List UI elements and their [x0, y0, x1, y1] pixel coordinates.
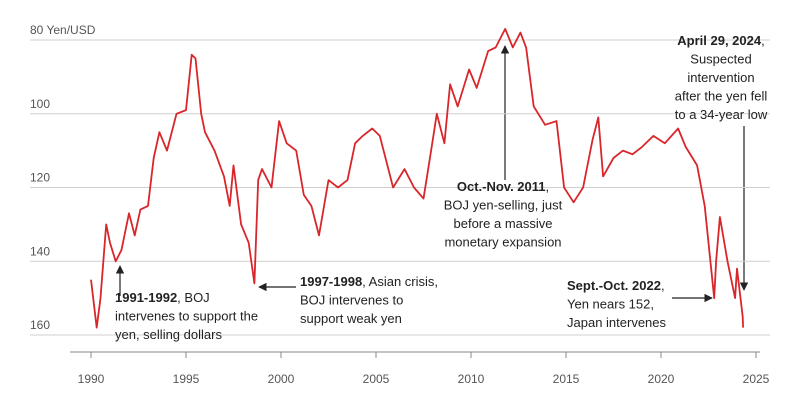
x-tick-label: 1990	[78, 372, 105, 386]
y-tick-label: 100	[30, 97, 50, 111]
annotation-arrows	[115, 45, 749, 303]
y-tick-label: 140	[30, 244, 50, 258]
annotation-line: BOJ intervenes to	[300, 293, 403, 308]
y-tick-label: 120	[30, 171, 50, 185]
annotation: 1997-1998, Asian crisis,	[300, 274, 438, 289]
annotation-bold: 1991-1992	[115, 290, 177, 305]
annotation-line: after the yen fell	[675, 89, 768, 104]
grid: 80 Yen/USD 100 120 140 160 1990 1995 2000 2005 20…	[30, 23, 770, 386]
annotation-line: intervenes to support the	[115, 309, 258, 324]
annotation-line: BOJ yen-selling, just	[444, 198, 563, 213]
annotation-text: , BOJ	[177, 290, 210, 305]
annotation-line: intervention	[687, 70, 754, 85]
x-tick-label: 2010	[458, 372, 485, 386]
x-tick-label: 1995	[173, 372, 200, 386]
y-tick-label: 80 Yen/USD	[30, 23, 96, 37]
annotation-text: ,	[546, 179, 550, 194]
x-tick-label: 2020	[648, 372, 675, 386]
annotation-bold: April 29, 2024	[677, 33, 762, 48]
annotation-text: ,	[761, 33, 765, 48]
x-tick-label: 2015	[553, 372, 580, 386]
annotation-line: monetary expansion	[444, 235, 561, 250]
annotation: April 29, 2024,	[677, 33, 764, 48]
annotation: 1991-1992, BOJ	[115, 290, 210, 305]
annotation-line: Suspected	[690, 52, 751, 67]
y-tick-label: 160	[30, 318, 50, 332]
x-tick-label: 2005	[363, 372, 390, 386]
annotation: Oct.-Nov. 2011,	[457, 179, 549, 194]
annotation-text: , Asian crisis,	[362, 274, 438, 289]
annotation-line: to a 34-year low	[675, 107, 768, 122]
x-tick-label: 2025	[743, 372, 770, 386]
annotation-line: before a massive	[454, 216, 553, 231]
annotation: Sept.-Oct. 2022,	[567, 278, 665, 293]
line-series	[90, 28, 744, 329]
x-tick-label: 2000	[268, 372, 295, 386]
annotation-bold: 1997-1998	[300, 274, 362, 289]
annotation-bold: Sept.-Oct. 2022	[567, 278, 661, 293]
annotation-bold: Oct.-Nov. 2011	[457, 179, 546, 194]
annotation-line: Japan intervenes	[567, 315, 667, 330]
annotation-line: Yen nears 152,	[567, 297, 654, 312]
annotation-line: yen, selling dollars	[115, 327, 222, 342]
annotation-text: ,	[661, 278, 665, 293]
annotation-line: support weak yen	[300, 311, 402, 326]
